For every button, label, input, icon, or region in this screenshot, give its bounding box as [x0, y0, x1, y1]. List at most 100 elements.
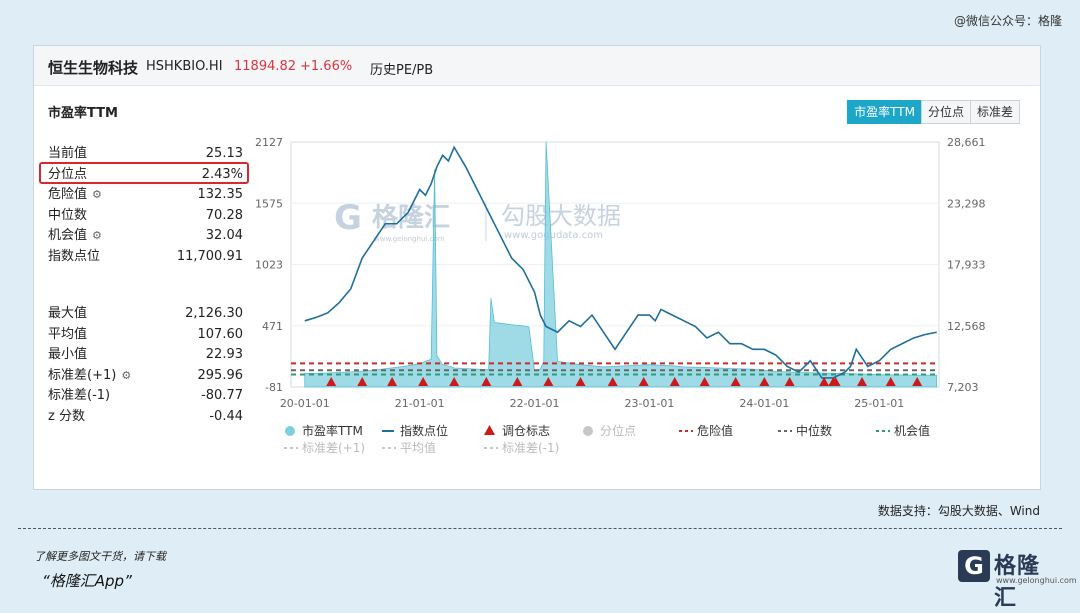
rebalance-marker: [730, 377, 741, 386]
y-right-tick-label: 7,203: [947, 381, 979, 394]
index-code: HSHKBIO.HI: [146, 59, 223, 74]
rebalance-marker: [669, 377, 680, 386]
chart-panel: 恒生生物科技 HSHKBIO.HI 11894.82 +1.66% 历史PE/P…: [33, 45, 1041, 490]
stat-value: 22.93: [205, 347, 243, 362]
legend-label: 平均值: [400, 440, 436, 455]
y-left-tick-label: 471: [262, 320, 283, 333]
stat-value: 11,700.91: [176, 248, 243, 264]
stat-value: -0.44: [209, 408, 243, 424]
tab-std-dev[interactable]: 标准差: [969, 100, 1020, 124]
stat-label-text: 最小值: [48, 347, 88, 362]
rebalance-marker: [638, 377, 649, 386]
wechat-watermark: @微信公众号：格隆: [953, 14, 1062, 28]
watermark-brand-url: www.gelonghui.com: [374, 235, 445, 243]
legend-label: 分位点: [600, 423, 636, 438]
rebalance-marker: [912, 377, 923, 386]
x-tick-label: 24-01-01: [739, 397, 789, 410]
rebalance-marker: [418, 377, 429, 386]
rebalance-marker: [449, 377, 460, 386]
stat-label-text: 标准差(+1): [48, 367, 117, 383]
stat-value: 70.28: [205, 207, 243, 223]
x-tick-label: 22-01-01: [510, 397, 560, 410]
stat-value: 25.13: [205, 146, 243, 161]
legend-marker[interactable]: [484, 425, 495, 435]
y-right-tick-label: 12,568: [947, 320, 986, 333]
rebalance-marker: [759, 377, 770, 386]
rebalance-marker: [326, 377, 337, 386]
rebalance-marker: [885, 377, 896, 386]
stat-label-text: 平均值: [48, 326, 88, 342]
data-source: 数据支持：勾股大数据、Wind: [877, 504, 1040, 518]
y-right-tick-label: 23,298: [947, 197, 986, 210]
stat-label: 指数点位: [48, 247, 100, 268]
x-tick-label: 20-01-01: [280, 397, 330, 410]
stats-table: 当前值 25.13 分位点 2.43% 危险值 ⚙ 132.35 中位数 70.28 机会值 ⚙ 32…: [48, 144, 243, 434]
pe-chart: G 格隆汇www.gelonghui.com勾股大数据www.gogudata.c…: [255, 136, 986, 455]
x-tick-label: 21-01-01: [395, 397, 445, 410]
y-left-tick-label: 2127: [255, 136, 283, 149]
watermark-data-url: www.gogudata.com: [504, 230, 603, 241]
rebalance-marker: [357, 377, 368, 386]
stat-label: 危险值 ⚙: [48, 185, 102, 206]
y-right-tick-label: 28,661: [947, 136, 986, 149]
stat-label: 标准差(+1) ⚙: [48, 366, 131, 387]
dashed-divider: [18, 528, 1062, 529]
metric-tabs: 市盈率TTM 分位点 标准差: [847, 100, 1020, 124]
x-tick-label: 23-01-01: [624, 397, 674, 410]
stat-label: 平均值: [48, 325, 87, 346]
gear-icon[interactable]: ⚙: [121, 368, 132, 382]
stat-label-text: 指数点位: [48, 248, 101, 264]
rebalance-marker: [784, 377, 795, 386]
y-right-tick-label: 17,933: [947, 259, 986, 272]
stat-value: -80.77: [201, 388, 243, 403]
index-change: +1.66%: [300, 59, 353, 74]
rebalance-marker: [857, 377, 868, 386]
stat-row: 指数点位 11,700.91: [48, 247, 243, 268]
rebalance-marker: [607, 377, 618, 386]
legend-marker[interactable]: [583, 426, 593, 436]
stat-label-text: 机会值: [48, 228, 88, 243]
legend-marker[interactable]: [285, 426, 295, 436]
legend-label: 调仓标志: [502, 424, 550, 438]
gelonghui-logo: G 格隆汇 www.gelonghui.com: [958, 548, 1077, 611]
stat-value: 107.60: [197, 326, 244, 342]
stat-value: 2.43%: [201, 166, 243, 182]
legend-label: 标准差(-1): [502, 441, 559, 455]
index-name: 恒生生物科技: [48, 59, 139, 77]
legend-label: 危险值: [697, 423, 733, 438]
stat-label: 中位数: [48, 206, 87, 227]
legend-label: 指数点位: [400, 423, 448, 438]
stat-value: 295.96: [197, 367, 244, 383]
stat-label-text: 分位点: [48, 166, 88, 182]
stat-row: 当前值 25.13: [48, 144, 243, 165]
watermark-data-brand: 勾股大数据: [501, 202, 621, 230]
stat-row: 最小值 22.93: [48, 345, 243, 366]
stat-label: 最大值: [48, 304, 87, 325]
index-line: [304, 145, 937, 379]
gear-icon[interactable]: ⚙: [92, 229, 102, 242]
tab-pe-ttm[interactable]: 市盈率TTM: [847, 100, 922, 124]
rebalance-marker: [575, 377, 586, 386]
stat-row: 机会值 ⚙ 32.04: [48, 226, 243, 247]
stat-row: z 分数 -0.44: [48, 407, 243, 428]
x-tick-label: 25-01-01: [854, 397, 904, 410]
stat-label-text: 最大值: [48, 306, 88, 321]
stat-label-text: 危险值: [48, 187, 88, 202]
rebalance-marker: [830, 377, 841, 386]
legend-label: 市盈率TTM: [302, 423, 363, 438]
watermark-logo-g: G: [334, 198, 362, 238]
stat-label: z 分数: [48, 407, 85, 428]
legend-label: 标准差(+1): [302, 441, 365, 455]
stat-value: 132.35: [197, 187, 244, 202]
stat-row: 危险值 ⚙ 132.35: [48, 185, 243, 206]
stat-label-text: 标准差(-1): [48, 388, 111, 403]
title-bar: 恒生生物科技 HSHKBIO.HI 11894.82 +1.66% 历史PE/P…: [34, 46, 1040, 86]
stat-label-text: z 分数: [48, 408, 85, 424]
rebalance-marker: [699, 377, 710, 386]
stat-row: 平均值 107.60: [48, 325, 243, 346]
gear-icon[interactable]: ⚙: [92, 188, 102, 201]
stat-value: 32.04: [205, 228, 243, 243]
download-prompt: 了解更多图文干货，请下载: [34, 550, 166, 563]
history-pe-pb-link[interactable]: 历史PE/PB: [370, 63, 434, 78]
stat-row: 分位点 2.43%: [48, 165, 243, 186]
